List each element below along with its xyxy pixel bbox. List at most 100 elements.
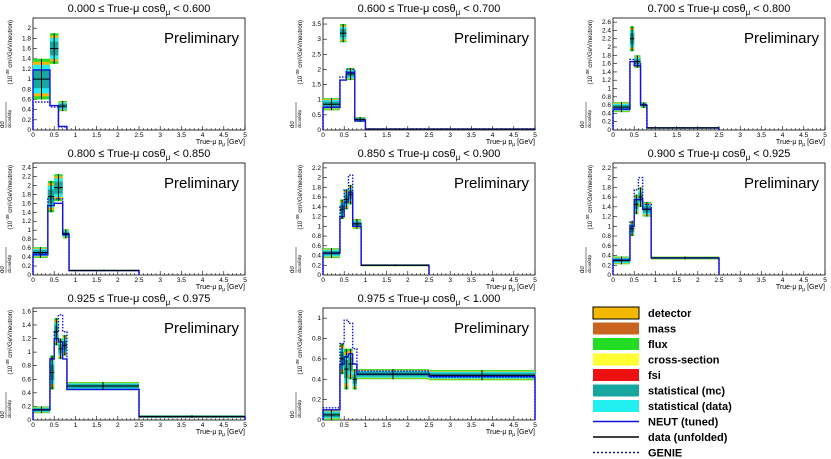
- y-tick-label: 0: [27, 417, 31, 424]
- x-tick-label: 4: [491, 422, 495, 429]
- x-tick-label: 2: [116, 277, 120, 284]
- y-axis-label-exp: -38: [585, 69, 590, 76]
- x-tick-label: 2: [406, 422, 410, 429]
- x-tick-label: 4.5: [509, 277, 518, 284]
- y-tick-label: 1: [607, 86, 611, 93]
- y-tick-label: 0.2: [312, 262, 321, 269]
- y-axis-label: (10-38 cm²/GeV/neutron): [5, 20, 14, 85]
- x-axis-label-unit: [GeV]: [515, 284, 535, 291]
- y-tick-label: 1.4: [22, 209, 31, 216]
- x-tick-label: 4.5: [509, 422, 518, 429]
- x-tick-label: 3: [448, 422, 452, 429]
- y-tick-label: 2: [317, 66, 321, 73]
- preliminary-label: Preliminary: [744, 175, 820, 192]
- x-tick-label: 0: [611, 277, 615, 284]
- x-tick-label: 0.5: [50, 277, 59, 284]
- x-tick-label: 4: [781, 132, 785, 139]
- x-axis-label: True-μ pμ [GeV]: [486, 429, 535, 438]
- panel-title-tail: < 0.600: [170, 3, 210, 15]
- x-tick-label: 0: [321, 277, 325, 284]
- y-tick-label: 1: [607, 223, 611, 230]
- genie-line: [32, 314, 246, 420]
- legend-item-fsi: fsi: [593, 369, 661, 382]
- x-tick-label: 2: [406, 277, 410, 284]
- x-tick-label: 5: [533, 277, 537, 284]
- x-tick-label: 1: [654, 277, 658, 284]
- panel-title-tail: < 0.700: [460, 3, 500, 15]
- y-axis-label: (10-38 cm²/GeV/neutron): [5, 310, 14, 375]
- x-tick-label: 1: [74, 277, 78, 284]
- y-axis-label: (10-38 cm²/GeV/neutron): [585, 165, 594, 230]
- legend-label: GENIE: [648, 448, 682, 459]
- y-axis-label-pre: (10: [588, 75, 594, 84]
- legend-label: fsi: [648, 370, 661, 382]
- x-tick-label: 2: [116, 132, 120, 139]
- y-tick-label: 1.4: [602, 69, 611, 76]
- y-tick-label: 2: [317, 175, 321, 182]
- y-axis-label-exp: -38: [585, 214, 590, 221]
- y-axis-label-main: cm²/GeV/neutron): [588, 20, 594, 69]
- legend-label: data (unfolded): [648, 432, 728, 444]
- legend-item-detector: detector: [592, 306, 692, 320]
- y-tick-label: 0.5: [312, 112, 321, 119]
- y-tick-label: 1.2: [22, 336, 31, 343]
- y-axis-fraction-top: dσ: [290, 411, 296, 418]
- x-tick-label: 2: [696, 132, 700, 139]
- x-tick-label: 0: [31, 422, 35, 429]
- x-axis-label-unit: [GeV]: [515, 139, 535, 146]
- panel-title-sub: μ: [456, 8, 461, 17]
- panel-title: 0.975 ≤ True-μ cosθμ < 1.000: [358, 293, 501, 307]
- x-axis-label: True-μ pμ [GeV]: [196, 284, 245, 293]
- legend-swatch: [593, 369, 639, 381]
- y-tick-label: 0.2: [602, 262, 611, 269]
- x-tick-label: 2: [696, 277, 700, 284]
- x-tick-label: 5: [533, 422, 537, 429]
- x-tick-label: 3.5: [177, 132, 186, 139]
- y-axis-fraction: dσ dcosθdp: [580, 102, 593, 128]
- y-tick-label: 1.8: [312, 184, 321, 191]
- y-axis-label: (10-38 cm²/GeV/neutron): [295, 20, 304, 85]
- y-axis-label-pre: (10: [298, 75, 304, 84]
- x-tick-label: 3: [158, 277, 162, 284]
- x-tick-label: 1.5: [672, 277, 681, 284]
- x-tick-label: 5: [243, 132, 247, 139]
- y-tick-label: 3: [317, 36, 321, 43]
- y-tick-label: 0.6: [22, 96, 31, 103]
- panel-title-sub: μ: [746, 153, 751, 162]
- x-tick-label: 4.5: [799, 132, 808, 139]
- y-tick-label: 0.4: [312, 253, 321, 260]
- y-tick-label: 0.2: [602, 119, 611, 126]
- panel-title-main: 0.850 ≤ True-μ cosθ: [358, 148, 456, 160]
- y-axis-fraction-top: dσ: [580, 266, 586, 273]
- y-axis-label-exp: -38: [295, 214, 300, 221]
- y-tick-label: 1: [27, 349, 31, 356]
- neut-line: [322, 71, 536, 130]
- x-tick-label: 4: [201, 277, 205, 284]
- x-axis-label-main: True-μ p: [486, 139, 512, 146]
- y-tick-label: 0.4: [22, 107, 31, 114]
- y-tick-label: 1.6: [602, 61, 611, 68]
- preliminary-label: Preliminary: [164, 320, 240, 337]
- x-tick-label: 0.5: [50, 422, 59, 429]
- panel-title-main: 0.900 ≤ True-μ cosθ: [648, 148, 746, 160]
- preliminary-label: Preliminary: [454, 30, 530, 47]
- x-tick-label: 3: [738, 277, 742, 284]
- legend-item-statistical-data-: statistical (data): [593, 400, 732, 413]
- x-tick-label: 2.5: [714, 277, 723, 284]
- x-tick-label: 1: [654, 132, 658, 139]
- y-axis-fraction-top: dσ: [0, 121, 6, 128]
- y-tick-label: 0.8: [602, 233, 611, 240]
- y-axis-label-pre: (10: [298, 365, 304, 374]
- x-tick-label: 1: [364, 422, 368, 429]
- x-tick-label: 0.5: [340, 132, 349, 139]
- y-axis-fraction: dσ dcosθdp: [290, 392, 303, 418]
- legend-item-flux: flux: [593, 338, 668, 351]
- y-tick-label: 2.6: [602, 19, 611, 26]
- x-tick-label: 1.5: [382, 422, 391, 429]
- x-tick-label: 2.5: [134, 277, 143, 284]
- y-tick-label: 1.6: [22, 308, 31, 315]
- legend-swatch: [593, 400, 639, 412]
- x-tick-label: 2.5: [134, 132, 143, 139]
